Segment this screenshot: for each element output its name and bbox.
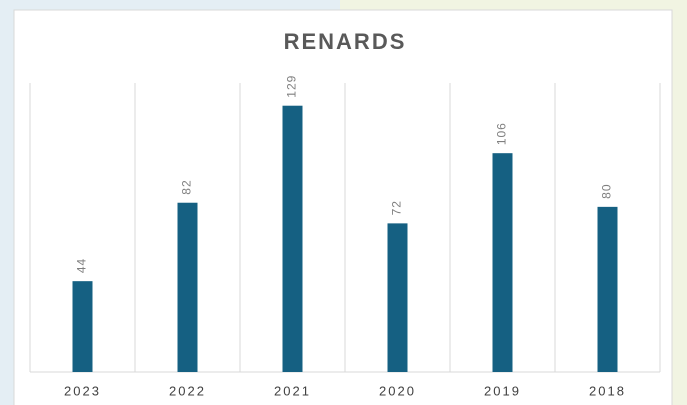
bar bbox=[72, 281, 93, 372]
bar bbox=[387, 223, 408, 372]
x-tick-label: 2020 bbox=[379, 383, 416, 398]
x-tick-label: 2023 bbox=[64, 383, 101, 398]
data-label: 106 bbox=[495, 122, 509, 145]
bar bbox=[282, 105, 303, 372]
x-tick-label: 2022 bbox=[169, 383, 206, 398]
data-label: 80 bbox=[600, 183, 614, 198]
x-tick-label: 2021 bbox=[274, 383, 311, 398]
data-label: 82 bbox=[180, 179, 194, 194]
data-label: 44 bbox=[75, 258, 89, 273]
chart-area bbox=[13, 9, 673, 405]
bar bbox=[597, 206, 618, 372]
data-label: 129 bbox=[285, 75, 299, 98]
data-label: 72 bbox=[390, 200, 404, 215]
x-tick-label: 2018 bbox=[589, 383, 626, 398]
chart-title: RENARDS bbox=[284, 29, 407, 54]
x-tick-label: 2019 bbox=[484, 383, 521, 398]
bar bbox=[492, 153, 513, 372]
bar bbox=[177, 202, 198, 372]
